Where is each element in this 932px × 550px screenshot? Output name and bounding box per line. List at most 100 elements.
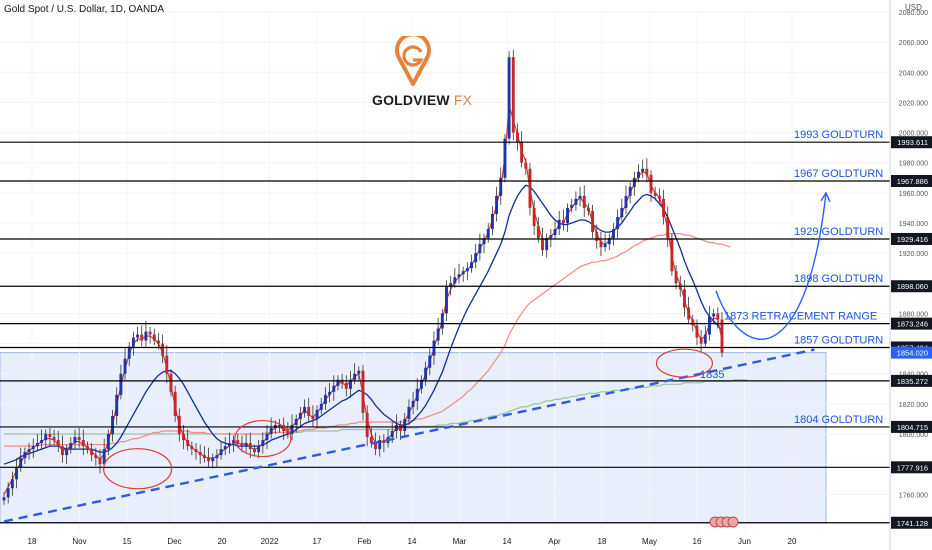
candle-body — [106, 434, 110, 450]
candle-body — [19, 458, 23, 468]
candle-body — [520, 141, 524, 163]
candle-body — [453, 277, 457, 284]
candle-body — [503, 138, 507, 178]
candle-body — [403, 418, 407, 432]
candle-body — [349, 379, 352, 389]
candle-body — [131, 337, 135, 347]
candle-body — [720, 319, 724, 353]
candle-body — [56, 440, 60, 447]
candle-body — [645, 168, 649, 175]
candle-body — [353, 373, 357, 380]
instrument-title: Gold Spot / U.S. Dollar, 1D, OANDA — [4, 4, 165, 15]
candle-body — [695, 325, 699, 338]
candle-body — [77, 437, 81, 441]
candle-body — [60, 446, 64, 456]
candle-body — [328, 391, 332, 395]
candle-body — [474, 253, 478, 263]
candle-body — [227, 443, 231, 447]
level-price-tag — [891, 461, 932, 474]
candle-body — [236, 440, 240, 444]
candle-body — [457, 274, 461, 278]
candle-body — [198, 452, 202, 456]
candle-body — [449, 283, 453, 287]
economic-events-icon[interactable] — [709, 516, 741, 528]
candle-body — [232, 440, 236, 444]
candle-body — [612, 229, 615, 239]
candle-body — [374, 443, 377, 450]
candle-body — [428, 355, 432, 368]
candle-body — [44, 434, 48, 441]
candle-body — [561, 220, 565, 224]
candle-body — [102, 449, 106, 465]
candle-body — [323, 394, 327, 404]
candle-body — [40, 440, 44, 444]
candle-body — [407, 406, 411, 419]
candle-body — [628, 186, 632, 196]
candle-body — [382, 440, 386, 444]
candle-body — [708, 316, 711, 335]
candle-body — [657, 195, 661, 199]
candle-body — [65, 449, 69, 456]
candle-body — [282, 424, 286, 432]
x-tick-label: 17 — [313, 537, 322, 546]
candle-body — [215, 455, 219, 459]
x-tick-label: Apr — [548, 537, 561, 546]
candle-body — [35, 443, 39, 447]
trendline — [3, 348, 815, 523]
candle-body — [165, 355, 169, 374]
level-price-tag — [891, 317, 932, 330]
candle-body — [653, 192, 657, 196]
candle-body — [81, 440, 85, 447]
candle-body — [365, 412, 369, 438]
candle-body — [516, 132, 519, 142]
candle-body — [148, 331, 152, 335]
goldview-logo-icon — [395, 36, 431, 86]
candle-body — [298, 412, 302, 419]
projection-arrow — [715, 192, 827, 340]
candle-body — [662, 198, 666, 217]
level-label: 1804 GOLDTURN — [794, 414, 883, 426]
candle-body — [190, 446, 194, 450]
x-tick-label: Mar — [453, 537, 467, 546]
level-price-tag — [891, 280, 932, 293]
candle-body — [436, 328, 440, 341]
candle-body — [637, 171, 640, 178]
y-tick-label: 1760.000 — [899, 492, 928, 499]
candle-body — [86, 446, 89, 450]
y-tick-label: 1980.000 — [899, 161, 928, 168]
candle-body — [394, 424, 398, 432]
candle-body — [98, 458, 102, 465]
level-price-tag — [891, 232, 932, 245]
candle-body — [182, 434, 185, 441]
candle-body — [699, 337, 703, 344]
y-tick-label: 1800.000 — [899, 432, 928, 439]
candle-body — [603, 244, 607, 248]
candle-body — [624, 195, 628, 208]
candle-body — [286, 431, 290, 435]
x-tick-label: 20 — [218, 537, 227, 546]
x-tick-label: Nov — [72, 537, 86, 546]
level-price-tag — [891, 136, 932, 149]
candle-body — [582, 195, 586, 208]
candle-body — [687, 307, 691, 320]
candle-body — [566, 207, 569, 224]
candle-body — [27, 449, 31, 453]
candle-body — [545, 238, 549, 251]
candle-body — [499, 177, 503, 196]
x-tick-label: 15 — [123, 537, 132, 546]
candle-body — [553, 229, 557, 236]
candle-body — [528, 168, 532, 208]
candle-body — [253, 449, 256, 453]
candle-body — [670, 238, 674, 272]
candle-body — [15, 467, 18, 480]
candle-body — [303, 406, 307, 413]
highlight-ellipse — [102, 448, 173, 490]
candle-body — [595, 232, 599, 242]
candle-body — [424, 367, 428, 380]
y-tick-label: 2040.000 — [899, 70, 928, 77]
candle-body — [186, 440, 190, 447]
candle-body — [48, 434, 52, 438]
candle-body — [482, 238, 486, 245]
